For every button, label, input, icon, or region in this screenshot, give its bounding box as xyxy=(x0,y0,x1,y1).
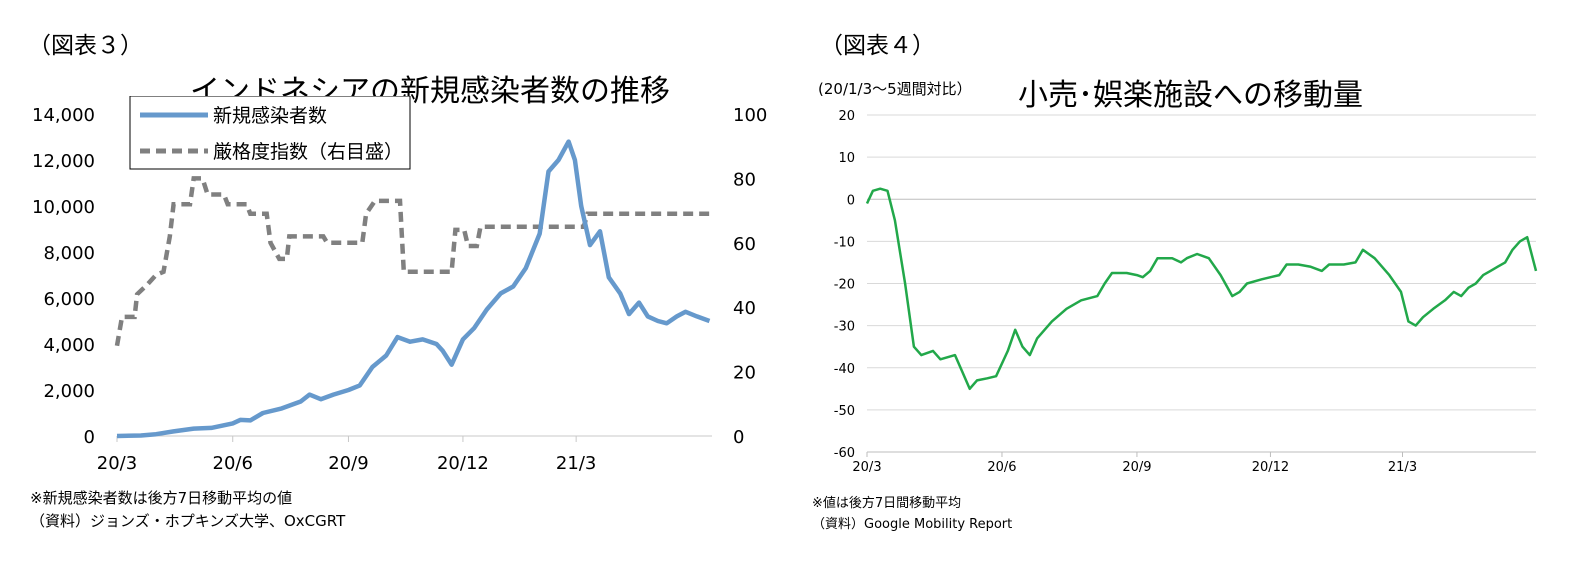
unit-note: (20/1/3～5週間対比） xyxy=(818,80,972,98)
y-right-tick-label: 60 xyxy=(733,234,756,255)
x-tick-label: 20/3 xyxy=(852,460,881,475)
y-left-tick-label: 6,000 xyxy=(43,289,95,310)
y-left-tick-label: 12,000 xyxy=(32,151,95,172)
legend-box xyxy=(129,96,411,170)
y-right-tick-label: 100 xyxy=(733,105,767,126)
x-tick-label: 21/3 xyxy=(556,453,596,474)
y-tick-label: 20 xyxy=(838,109,855,124)
y-tick-label: 0 xyxy=(847,193,855,208)
y-tick-label: -30 xyxy=(834,320,855,335)
series-line-stringency xyxy=(114,176,710,347)
note-line-1: ※値は後方7日間移動平均 xyxy=(812,496,962,511)
figure-4: （図表４） (20/1/3～5週間対比） 小売･娯楽施設への移動量 20 10 0 -… xyxy=(800,0,1588,568)
series-line-cases xyxy=(116,139,711,439)
figure-label: （図表４） xyxy=(820,33,935,59)
x-tick-label: 20/12 xyxy=(437,453,489,474)
y-tick-label: -20 xyxy=(834,278,855,293)
y-tick-label: 10 xyxy=(838,151,855,166)
note-line-1: ※新規感染者数は後方7日移動平均の値 xyxy=(30,489,293,507)
y-left-tick-label: 10,000 xyxy=(32,197,95,218)
y-left-tick-label: 8,000 xyxy=(43,243,95,264)
x-tick-label: 20/3 xyxy=(97,453,137,474)
y-tick-label: -40 xyxy=(834,362,855,377)
x-tick-label: 20/6 xyxy=(213,453,253,474)
y-tick-label: -60 xyxy=(834,446,855,461)
figure-3: （図表３） インドネシアの新規感染者数の推移 0 2,000 4,000 6,000 8… xyxy=(0,0,790,568)
note-line-2: （資料）Google Mobility Report xyxy=(812,517,1013,532)
x-tick-label: 21/3 xyxy=(1388,460,1417,475)
note-line-2: （資料）ジョンズ・ホプキンズ大学、OxCGRT xyxy=(30,512,346,530)
y-right-tick-label: 40 xyxy=(733,298,756,319)
y-right-tick-label: 80 xyxy=(733,169,756,190)
x-tick-label: 20/12 xyxy=(1252,460,1289,475)
y-left-tick-label: 2,000 xyxy=(43,381,95,402)
legend-label-cases: 新規感染者数 xyxy=(213,105,327,127)
chart-3: 0 2,000 4,000 6,000 8,000 10,000 12,000 14,000 0… xyxy=(32,96,767,474)
figure-label: （図表３） xyxy=(28,33,143,59)
chart-title: 小売･娯楽施設への移動量 xyxy=(1018,78,1363,113)
x-tick-label: 20/9 xyxy=(328,453,368,474)
x-tick-label: 20/6 xyxy=(987,460,1016,475)
y-right-tick-label: 20 xyxy=(733,363,756,384)
y-left-tick-label: 4,000 xyxy=(43,335,95,356)
series-line-mobility xyxy=(865,187,1538,391)
y-left-tick-label: 14,000 xyxy=(32,105,95,126)
x-tick-label: 20/9 xyxy=(1122,460,1151,475)
legend-label-stringency: 厳格度指数（右目盛） xyxy=(213,141,403,163)
y-tick-label: -10 xyxy=(834,235,855,250)
y-tick-label: -50 xyxy=(834,404,855,419)
y-right-tick-label: 0 xyxy=(733,427,744,448)
y-left-tick-label: 0 xyxy=(84,427,95,448)
